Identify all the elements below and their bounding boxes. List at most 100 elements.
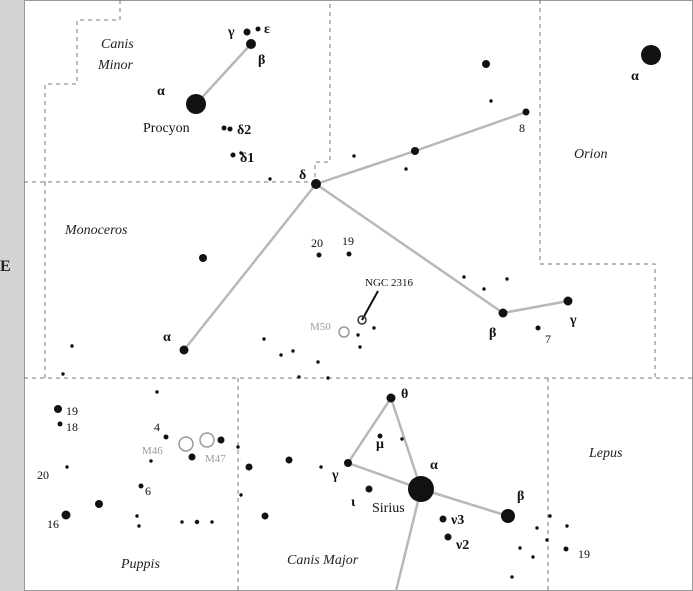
label-19-puppis: 19 xyxy=(66,404,78,418)
star-faint xyxy=(149,459,153,463)
star-ori-2 xyxy=(482,60,490,68)
stars xyxy=(54,26,661,579)
star-faint xyxy=(545,538,549,542)
label-mon-beta: β xyxy=(489,326,496,341)
label-mon-delta: δ xyxy=(299,168,306,183)
star-faint xyxy=(155,390,159,394)
star-pup-m46 xyxy=(188,453,196,461)
label-7: 7 xyxy=(545,332,551,346)
label-mon-gamma: γ xyxy=(569,313,577,328)
label-canis-major: Canis Major xyxy=(287,553,359,568)
label-4: 4 xyxy=(154,420,160,434)
star-faint xyxy=(356,333,360,337)
line-delta-ori1 xyxy=(314,149,417,186)
star-faint xyxy=(65,465,69,469)
label-19-lepus: 19 xyxy=(578,547,590,561)
east-edge-marker: E xyxy=(0,258,11,275)
label-cma-beta: β xyxy=(517,489,524,504)
star-cma-field2 xyxy=(245,463,253,471)
label-lepus: Lepus xyxy=(588,446,623,461)
star-faint xyxy=(137,524,141,528)
star-faint xyxy=(462,275,466,279)
star-faint xyxy=(404,167,408,171)
star-pup-m47 xyxy=(217,436,225,444)
label-delta2: δ2 xyxy=(237,123,251,138)
label-nu2: ν2 xyxy=(455,538,469,553)
star-cma-gamma xyxy=(344,459,352,467)
star-faint xyxy=(316,360,320,364)
line-delta-alpha xyxy=(182,182,318,352)
label-canis-minor-1: Canis xyxy=(101,37,134,52)
label-mon-alpha: α xyxy=(163,330,171,345)
star-faint xyxy=(70,344,74,348)
label-procyon: Procyon xyxy=(143,121,190,136)
label-cmi-alpha: α xyxy=(157,84,165,99)
star-sirius xyxy=(408,476,434,502)
star-faint xyxy=(518,546,522,550)
label-ori-alpha: α xyxy=(631,69,639,84)
label-monoceros: Monoceros xyxy=(64,223,128,238)
boundary-cmi-west xyxy=(44,0,121,182)
label-m46: M46 xyxy=(142,445,163,457)
star-faint xyxy=(210,520,214,524)
star-faint xyxy=(180,520,184,524)
label-cmi-beta: β xyxy=(258,53,265,68)
line-procyon-beta xyxy=(194,42,253,106)
star-cmi-epsilon xyxy=(255,26,261,32)
star-betelgeuse xyxy=(641,45,661,65)
constellation-boundaries xyxy=(24,0,693,591)
star-cma-theta xyxy=(386,393,396,403)
star-6 xyxy=(138,483,144,489)
star-faint xyxy=(548,514,552,518)
star-cmi-beta xyxy=(246,39,256,49)
left-margin-strip xyxy=(0,0,24,591)
label-cmi-epsilon: ε xyxy=(264,22,270,37)
star-faint xyxy=(297,375,301,379)
star-mon-alpha xyxy=(179,345,189,355)
star-faint xyxy=(291,349,295,353)
star-faint xyxy=(326,376,330,380)
line-theta-gamma xyxy=(346,396,393,465)
star-18 xyxy=(57,421,63,427)
star-19-lep xyxy=(563,546,569,552)
star-16 xyxy=(61,510,71,520)
star-faint xyxy=(489,99,493,103)
line-ori1-8 xyxy=(413,110,528,153)
star-pup-field1 xyxy=(95,500,103,508)
star-faint xyxy=(510,575,514,579)
star-faint xyxy=(239,151,243,155)
star-19 xyxy=(346,251,352,257)
m46-marker xyxy=(178,436,194,452)
label-nu3: ν3 xyxy=(450,513,464,528)
boundary-cmi-mon xyxy=(24,0,331,183)
star-faint xyxy=(262,337,266,341)
star-nu3 xyxy=(439,515,447,523)
asterism-lines xyxy=(182,42,570,591)
star-faint xyxy=(358,345,362,349)
star-mon-delta xyxy=(311,179,321,189)
star-delta2-b xyxy=(227,126,233,132)
star-faint xyxy=(194,519,200,525)
star-ori-1 xyxy=(411,147,419,155)
star-19-pup xyxy=(54,405,62,413)
label-canis-minor-2: Minor xyxy=(97,58,134,73)
label-6: 6 xyxy=(145,484,151,498)
deep-sky-objects xyxy=(178,315,367,452)
label-m47: M47 xyxy=(205,453,226,465)
star-faint xyxy=(400,437,404,441)
label-20-puppis: 20 xyxy=(37,468,49,482)
chart-frame xyxy=(24,0,693,591)
ngc2316-pointer xyxy=(361,290,379,321)
boundary-orion xyxy=(539,0,656,378)
label-18: 18 xyxy=(66,420,78,434)
star-delta1 xyxy=(230,152,236,158)
label-m50: M50 xyxy=(310,321,331,333)
label-ngc2316: NGC 2316 xyxy=(365,277,413,289)
star-cma-iota xyxy=(365,485,373,493)
star-mon-beta xyxy=(498,308,508,318)
star-faint xyxy=(482,287,486,291)
star-7 xyxy=(535,325,541,331)
label-cma-mu: μ xyxy=(376,437,384,452)
star-faint xyxy=(319,465,323,469)
star-faint xyxy=(135,514,139,518)
